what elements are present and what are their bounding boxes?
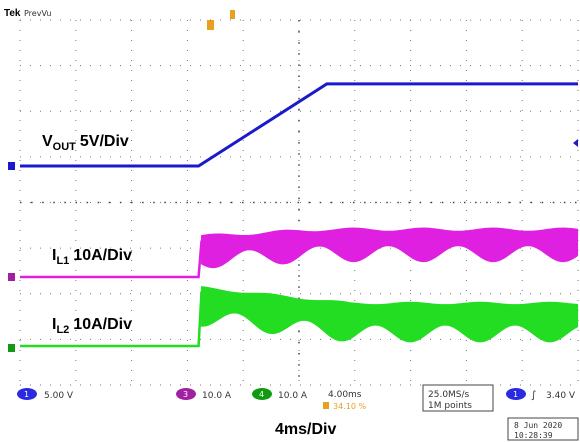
time-readout: 10:28:39 bbox=[514, 431, 553, 440]
brand-label: Tek bbox=[4, 8, 21, 19]
date-readout: 8 Jun 2020 bbox=[514, 421, 562, 430]
ch4-scale-readout: 10.0 A bbox=[278, 391, 308, 401]
trigger-position-readout: 34.10 % bbox=[333, 402, 366, 411]
record-length-readout: 1M points bbox=[428, 401, 472, 411]
graticule bbox=[19, 19, 579, 386]
ch3-scale-readout: 10.0 A bbox=[202, 391, 232, 401]
il1-label: IL1 10A/Div bbox=[52, 247, 132, 267]
il1-baseline bbox=[20, 240, 203, 279]
svg-text:3: 3 bbox=[183, 390, 188, 399]
svg-text:1: 1 bbox=[24, 390, 29, 399]
il2-baseline bbox=[20, 291, 203, 348]
trigger-level-icon bbox=[573, 139, 578, 147]
svg-text:4: 4 bbox=[259, 390, 264, 399]
il2-trace bbox=[201, 286, 579, 343]
ch1-ground-marker bbox=[8, 162, 15, 170]
vout-label: VOUT 5V/Div bbox=[42, 133, 129, 153]
vout-trace bbox=[20, 82, 578, 168]
trigger-position-icon bbox=[207, 10, 235, 30]
time-per-div-label: 4ms/Div bbox=[275, 421, 336, 438]
sample-rate-readout: 25.0MS/s bbox=[428, 390, 470, 400]
svg-text:1: 1 bbox=[513, 390, 518, 399]
il1-trace bbox=[201, 227, 579, 269]
ch1-scale-readout: 5.00 V bbox=[44, 391, 74, 401]
timebase-readout: 4.00ms bbox=[328, 390, 362, 400]
mode-label: PrevVu bbox=[24, 9, 51, 18]
ch3-ground-marker bbox=[8, 273, 15, 281]
ch4-ground-marker bbox=[8, 344, 15, 352]
bottom-status-bar: 1 5.00 V 3 10.0 A 4 10.0 A 4.00ms 34.10 … bbox=[17, 384, 579, 441]
trigger-level-readout: 3.40 V bbox=[546, 391, 576, 401]
il2-label: IL2 10A/Div bbox=[52, 316, 132, 336]
trace-group bbox=[20, 82, 579, 348]
trigger-slope-icon: ∫ bbox=[531, 390, 536, 401]
